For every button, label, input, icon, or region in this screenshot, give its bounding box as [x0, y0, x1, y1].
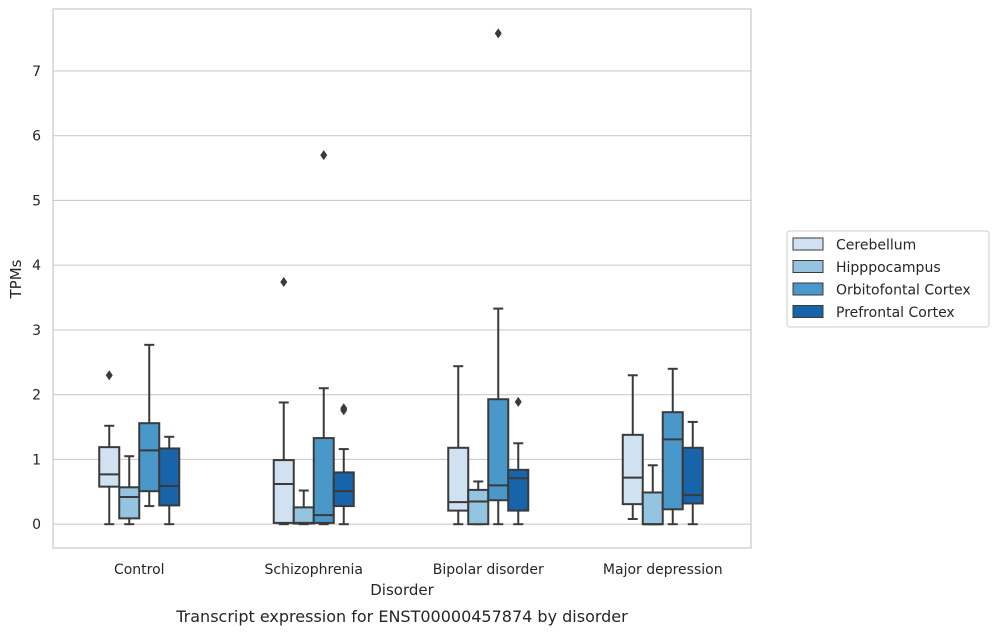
y-axis-label: TPMs: [7, 259, 25, 299]
legend-swatch: [792, 305, 824, 318]
legend-frame: [786, 230, 990, 328]
box-group: [641, 464, 664, 526]
box-group: [138, 343, 161, 508]
box-group: [332, 403, 355, 526]
box-group: [661, 367, 684, 526]
box-group: [487, 28, 510, 526]
y-tick-label: 5: [32, 193, 41, 209]
box-iqr: [487, 398, 510, 502]
x-tick-label: Bipolar disorder: [433, 562, 544, 578]
legend-label: Hipppocampus: [836, 260, 941, 276]
outlier-point: [494, 28, 502, 39]
x-tick-label: Control: [114, 562, 165, 578]
y-tick-label: 4: [32, 258, 41, 274]
legend-swatch: [792, 237, 824, 251]
x-tick-label: Schizophrenia: [265, 562, 363, 578]
box-group: [447, 365, 470, 526]
box-group: [158, 435, 181, 526]
box-iqr: [138, 422, 161, 493]
box-iqr: [447, 446, 470, 512]
legend-swatch: [792, 260, 824, 273]
box-iqr: [312, 437, 335, 524]
boxes-layer: [98, 28, 704, 526]
box-iqr: [98, 446, 121, 488]
box-iqr: [118, 486, 141, 520]
box-iqr: [292, 506, 315, 525]
y-tick-labels: 0 1 2 3 4 5 6 7: [32, 64, 41, 533]
y-tick-label: 2: [32, 388, 41, 404]
outlier-point: [514, 396, 522, 407]
box-iqr: [681, 446, 704, 505]
box-group: [467, 480, 490, 526]
box-iqr: [621, 433, 644, 506]
plot-frame: [52, 8, 752, 549]
box-iqr: [467, 488, 490, 526]
outlier-point: [105, 370, 113, 381]
legend-swatch: [792, 282, 824, 296]
x-axis-label: Disorder: [370, 581, 434, 599]
outlier-point: [280, 277, 288, 288]
y-tick-label: 6: [32, 129, 41, 145]
box-iqr: [661, 411, 684, 511]
x-tick-labels: Control Schizophrenia Bipolar disorder Majo…: [114, 562, 723, 578]
box-group: [98, 370, 121, 526]
outlier-point: [320, 150, 328, 161]
legend: Cerebellum Hipppocampus Orbitofontal Corte…: [786, 230, 990, 328]
chart-caption: Transcript expression for ENST0000045787…: [175, 607, 628, 626]
box-group: [621, 374, 644, 521]
box-group: [312, 150, 335, 526]
y-tick-label: 7: [32, 64, 41, 80]
y-tick-label: 0: [32, 517, 41, 533]
y-tick-label: 3: [32, 323, 41, 339]
y-tick-label: 1: [32, 452, 41, 468]
box-group: [681, 420, 704, 526]
box-iqr: [507, 468, 530, 512]
box-iqr: [272, 459, 295, 524]
legend-label: Cerebellum: [836, 238, 916, 254]
box-group: [272, 277, 295, 526]
box-group: [292, 489, 315, 526]
box-iqr: [641, 491, 664, 526]
box-iqr: [332, 471, 355, 508]
x-tick-label: Major depression: [603, 562, 723, 578]
legend-label: Prefrontal Cortex: [836, 305, 955, 321]
legend-label: Orbitofontal Cortex: [836, 283, 971, 299]
box-group: [507, 396, 530, 526]
box-iqr: [158, 447, 181, 507]
box-group: [118, 455, 141, 526]
outlier-point: [340, 403, 348, 414]
